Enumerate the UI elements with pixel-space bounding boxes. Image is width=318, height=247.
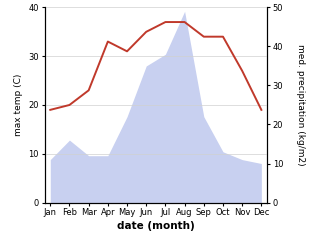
- X-axis label: date (month): date (month): [117, 221, 195, 231]
- Y-axis label: med. precipitation (kg/m2): med. precipitation (kg/m2): [296, 44, 305, 166]
- Y-axis label: max temp (C): max temp (C): [14, 74, 23, 136]
